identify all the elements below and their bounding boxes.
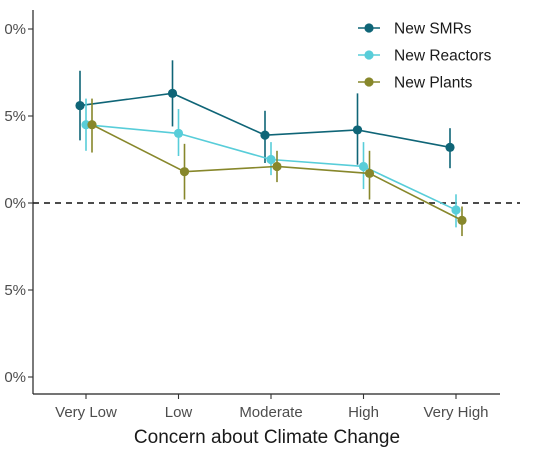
legend-item: New Plants <box>358 75 473 92</box>
data-point <box>358 161 369 172</box>
x-ticks-group: Very Low Low Moderate High Very High <box>55 394 489 421</box>
data-point <box>445 142 455 152</box>
y-tick-label: 5% <box>4 108 26 125</box>
data-point <box>352 125 363 135</box>
data-point <box>272 161 282 172</box>
data-point <box>179 167 190 177</box>
legend-key-point <box>364 50 374 60</box>
y-tick-label: 5% <box>4 282 26 299</box>
series-new-smrs <box>75 60 455 169</box>
series-group <box>75 60 467 237</box>
x-tick-label: Moderate <box>239 404 302 421</box>
y-tick-label: 0% <box>4 195 26 212</box>
legend-item: New Reactors <box>358 48 492 65</box>
data-point <box>173 128 184 138</box>
x-axis-title: Concern about Climate Change <box>134 427 400 448</box>
y-ticks-group: 0% 5% 0% 5% 0% <box>4 21 33 386</box>
x-tick-label: Low <box>165 404 193 421</box>
y-tick-label: 0% <box>4 21 26 38</box>
legend-key-point <box>364 23 374 33</box>
data-point <box>75 100 85 111</box>
legend-key-point <box>364 77 374 87</box>
axes-group <box>32 10 500 395</box>
y-tick-label: 0% <box>4 369 26 386</box>
data-point <box>266 154 276 165</box>
x-tick-label: Very High <box>423 404 488 421</box>
legend-label: New Reactors <box>394 48 492 65</box>
data-point <box>167 88 178 98</box>
data-point <box>260 130 270 140</box>
series-new-plants <box>87 98 467 237</box>
legend-label: New Plants <box>394 75 473 92</box>
data-point <box>457 215 467 225</box>
legend-item: New SMRs <box>358 21 472 38</box>
legend-label: New SMRs <box>394 21 472 38</box>
data-point <box>451 205 461 215</box>
data-point <box>87 120 97 130</box>
series-new-reactors <box>81 98 461 228</box>
x-tick-label: High <box>348 404 379 421</box>
x-tick-label: Very Low <box>55 404 117 421</box>
data-point <box>364 168 375 179</box>
legend: New SMRs New Reactors New Plants <box>358 21 492 92</box>
